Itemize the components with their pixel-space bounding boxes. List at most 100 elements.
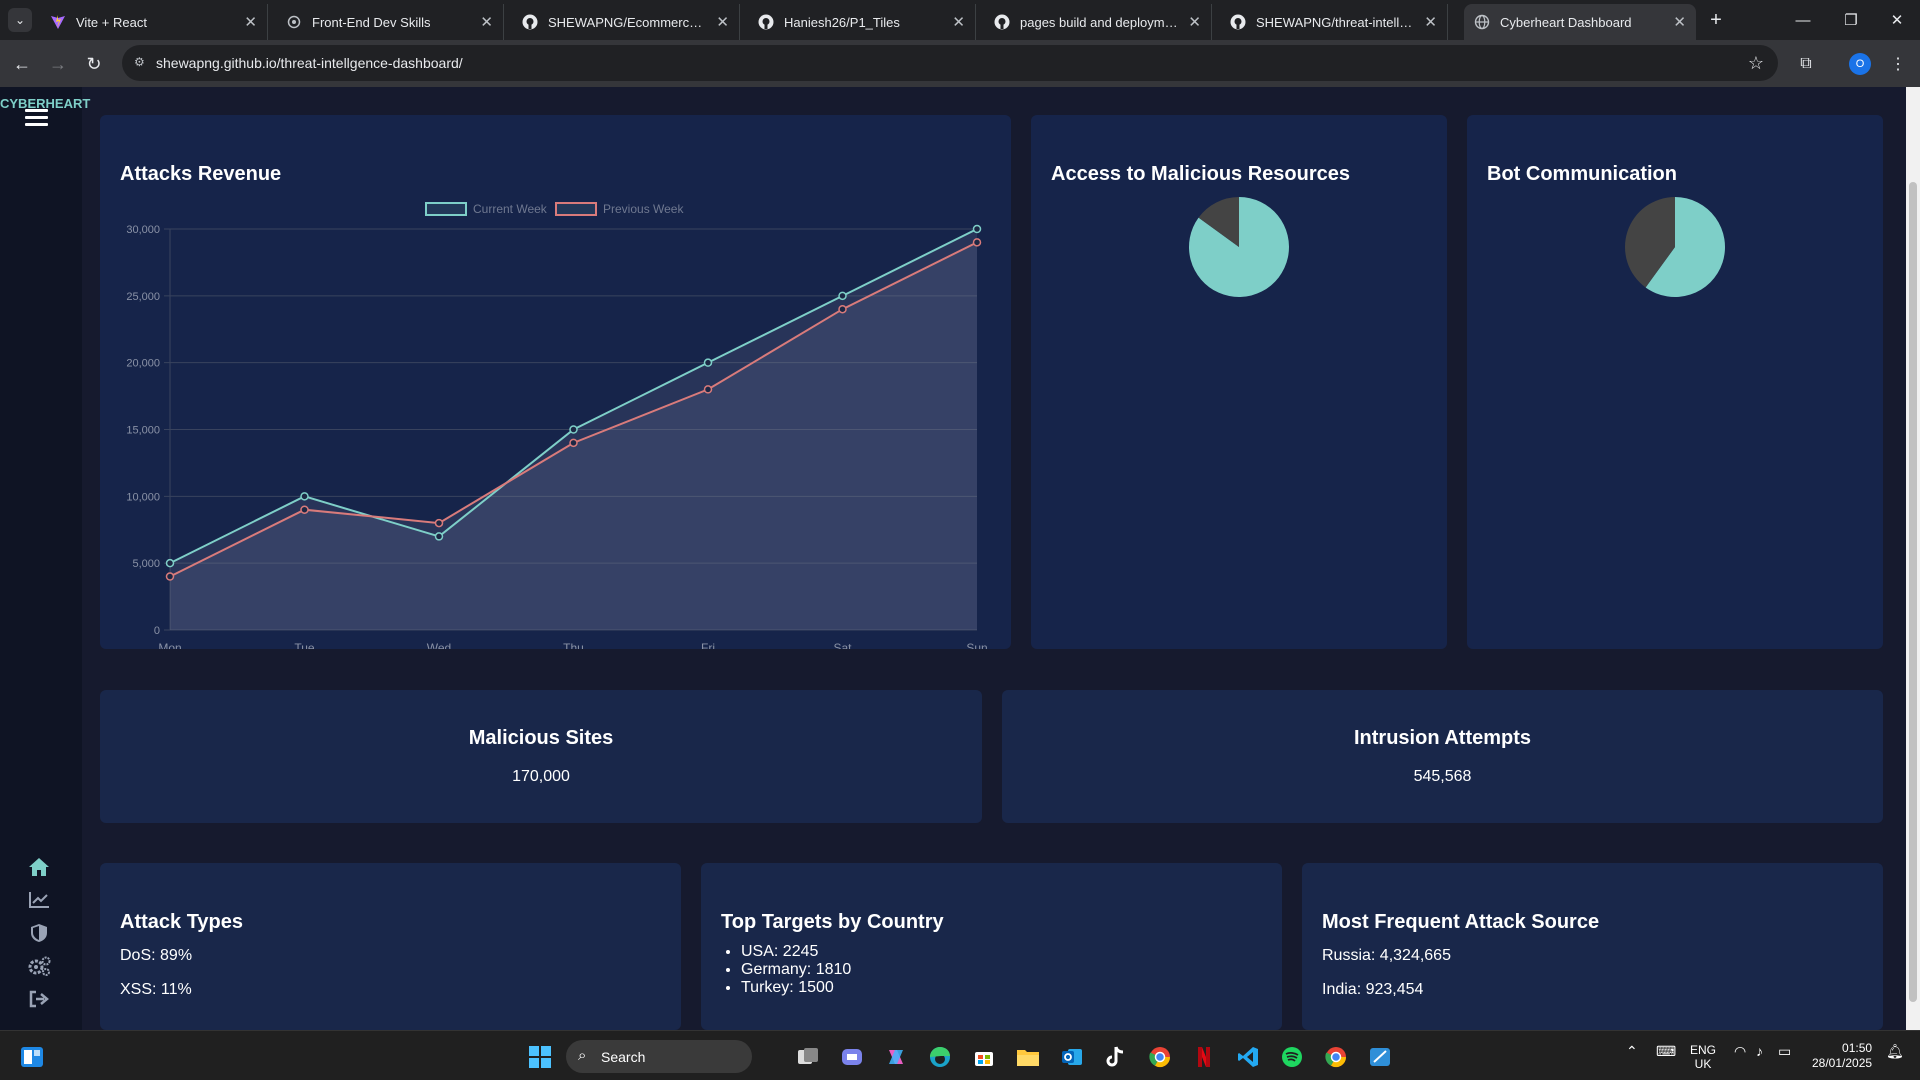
chrome-icon[interactable]	[1146, 1043, 1174, 1071]
y-tick-label: 0	[154, 625, 160, 637]
back-button[interactable]: ←	[13, 53, 31, 74]
minimize-button[interactable]: —	[1795, 11, 1811, 29]
screenshot-icon[interactable]: ⧉	[1800, 55, 1812, 72]
system-clock[interactable]: 01:50 28/01/2025	[1812, 1041, 1872, 1071]
copilot-icon[interactable]	[882, 1043, 910, 1071]
shield-icon[interactable]	[27, 922, 51, 944]
window-close-button[interactable]: ✕	[1890, 12, 1904, 29]
attack-type-item: XSS: 11%	[120, 981, 192, 998]
github-icon	[1230, 14, 1246, 30]
edge-icon[interactable]	[926, 1043, 954, 1071]
profile-avatar[interactable]: O	[1849, 53, 1871, 75]
tab-tiles[interactable]: Haniesh26/P1_Tiles ✕	[748, 4, 976, 40]
attack-source-item: India: 923,454	[1322, 981, 1424, 998]
card-title: Access to Malicious Resources	[1051, 163, 1351, 185]
legend-swatch	[555, 202, 597, 216]
restore-button[interactable]: ❐	[1844, 12, 1858, 29]
tab-title: Haniesh26/P1_Tiles	[784, 14, 900, 30]
list-item: Germany: 1810	[741, 961, 851, 979]
y-tick-label: 25,000	[126, 291, 160, 303]
data-point	[569, 438, 578, 448]
close-icon[interactable]: ✕	[1673, 14, 1686, 31]
bookmark-star-icon[interactable]: ☆	[1747, 53, 1764, 73]
bot-communication-card: Bot Communication	[1467, 115, 1883, 649]
clock-time: 01:50	[1842, 1041, 1873, 1055]
tab-cyberheart[interactable]: Cyberheart Dashboard ✕	[1464, 4, 1696, 40]
wifi-icon[interactable]: ◠	[1734, 1043, 1747, 1059]
menu-dots-icon[interactable]: ⋮	[1890, 56, 1906, 73]
volume-icon[interactable]: ♪	[1756, 1043, 1763, 1059]
reload-button[interactable]: ↻	[86, 53, 102, 74]
battery-icon[interactable]: ▭	[1778, 1043, 1792, 1059]
data-point	[703, 358, 713, 367]
hamburger-menu-icon[interactable]	[25, 109, 48, 127]
page-scrollbar[interactable]	[1906, 87, 1920, 1030]
chrome-active-icon[interactable]	[1322, 1043, 1350, 1071]
chart-line-icon[interactable]	[27, 889, 51, 911]
close-icon[interactable]: ✕	[952, 14, 965, 31]
snipping-tool-icon[interactable]	[1366, 1043, 1394, 1071]
attacks-line-chart[interactable]: 0 5,000 10,000 15,000 20,000 25,000 30,000 Mon T…	[100, 115, 1011, 649]
keyboard-icon[interactable]: ⌨	[1656, 1043, 1677, 1059]
tray-expand-icon[interactable]: ⌃	[1626, 1043, 1638, 1059]
y-tick-label: 30,000	[126, 224, 160, 236]
forward-button[interactable]: →	[49, 53, 67, 74]
settings-cogs-icon[interactable]	[27, 955, 51, 977]
spotify-icon[interactable]	[1278, 1043, 1306, 1071]
close-icon[interactable]: ✕	[1188, 14, 1201, 31]
y-tick-label: 10,000	[126, 491, 160, 503]
card-title: Attacks Revenue	[120, 163, 282, 185]
top-targets-card: Top Targets by Country USA: 2245 Germany…	[701, 863, 1282, 1030]
task-view-icon[interactable]	[794, 1043, 822, 1071]
pie-slice	[1198, 197, 1239, 247]
data-point	[972, 238, 982, 247]
url-field[interactable]: ⚙ shewapng.github.io/threat-intellgence-…	[122, 45, 1778, 81]
netflix-icon[interactable]	[1190, 1043, 1218, 1071]
scrollbar-thumb[interactable]	[1909, 182, 1917, 1002]
close-icon[interactable]: ✕	[716, 14, 729, 31]
tab-vite[interactable]: Vite + React ✕	[40, 4, 268, 40]
close-icon[interactable]: ✕	[1424, 14, 1437, 31]
tab-search-button[interactable]: ⌄	[8, 8, 32, 32]
vscode-icon[interactable]	[1234, 1043, 1262, 1071]
close-icon[interactable]: ✕	[244, 14, 257, 31]
taskbar-search[interactable]: ⌕ Search	[566, 1040, 752, 1073]
bot-communication-pie-chart[interactable]	[1467, 115, 1883, 649]
tab-frontend[interactable]: Front-End Dev Skills ✕	[276, 4, 504, 40]
logout-icon[interactable]	[27, 988, 51, 1010]
close-icon[interactable]: ✕	[480, 14, 493, 31]
malicious-resources-pie-chart[interactable]	[1031, 115, 1447, 649]
brand-logo: CYBERHEART	[0, 96, 91, 111]
new-tab-button[interactable]: +	[1710, 8, 1722, 31]
x-tick-label: Wed	[427, 641, 451, 649]
tab-ecommerce[interactable]: SHEWAPNG/Ecommercebook-r ✕	[512, 4, 740, 40]
tiktok-icon[interactable]	[1102, 1043, 1130, 1071]
tab-threat-repo[interactable]: SHEWAPNG/threat-intellgence ✕	[1220, 4, 1448, 40]
y-tick-label: 15,000	[126, 425, 160, 437]
site-icon	[286, 14, 302, 30]
data-point	[838, 304, 847, 314]
home-icon[interactable]	[27, 856, 51, 878]
attack-type-item: DoS: 89%	[120, 947, 193, 964]
legend-swatch	[425, 202, 467, 216]
store-icon[interactable]	[970, 1043, 998, 1071]
outlook-icon[interactable]	[1058, 1043, 1086, 1071]
language-code: ENG	[1690, 1043, 1717, 1057]
file-explorer-icon[interactable]	[1014, 1043, 1042, 1071]
tab-title: Cyberheart Dashboard	[1500, 14, 1632, 30]
site-info-icon[interactable]: ⚙	[134, 55, 145, 69]
tab-bar: ⌄ Vite + React ✕ Front-End Dev Skills ✕ …	[0, 0, 1920, 40]
data-point	[300, 505, 309, 514]
y-tick-label: 20,000	[126, 358, 160, 370]
globe-icon	[1474, 14, 1490, 30]
data-point	[703, 385, 713, 394]
data-point	[434, 532, 444, 541]
language-indicator[interactable]: ENG UK	[1690, 1043, 1716, 1071]
tab-pages-build[interactable]: pages build and deployment · S ✕	[984, 4, 1212, 40]
data-point	[434, 518, 444, 528]
widgets-icon[interactable]	[18, 1043, 46, 1071]
data-point	[165, 558, 175, 568]
teams-icon[interactable]	[838, 1043, 866, 1071]
start-icon[interactable]	[526, 1043, 554, 1071]
notification-bell-icon[interactable]: 🔔︎	[1886, 1043, 1904, 1059]
